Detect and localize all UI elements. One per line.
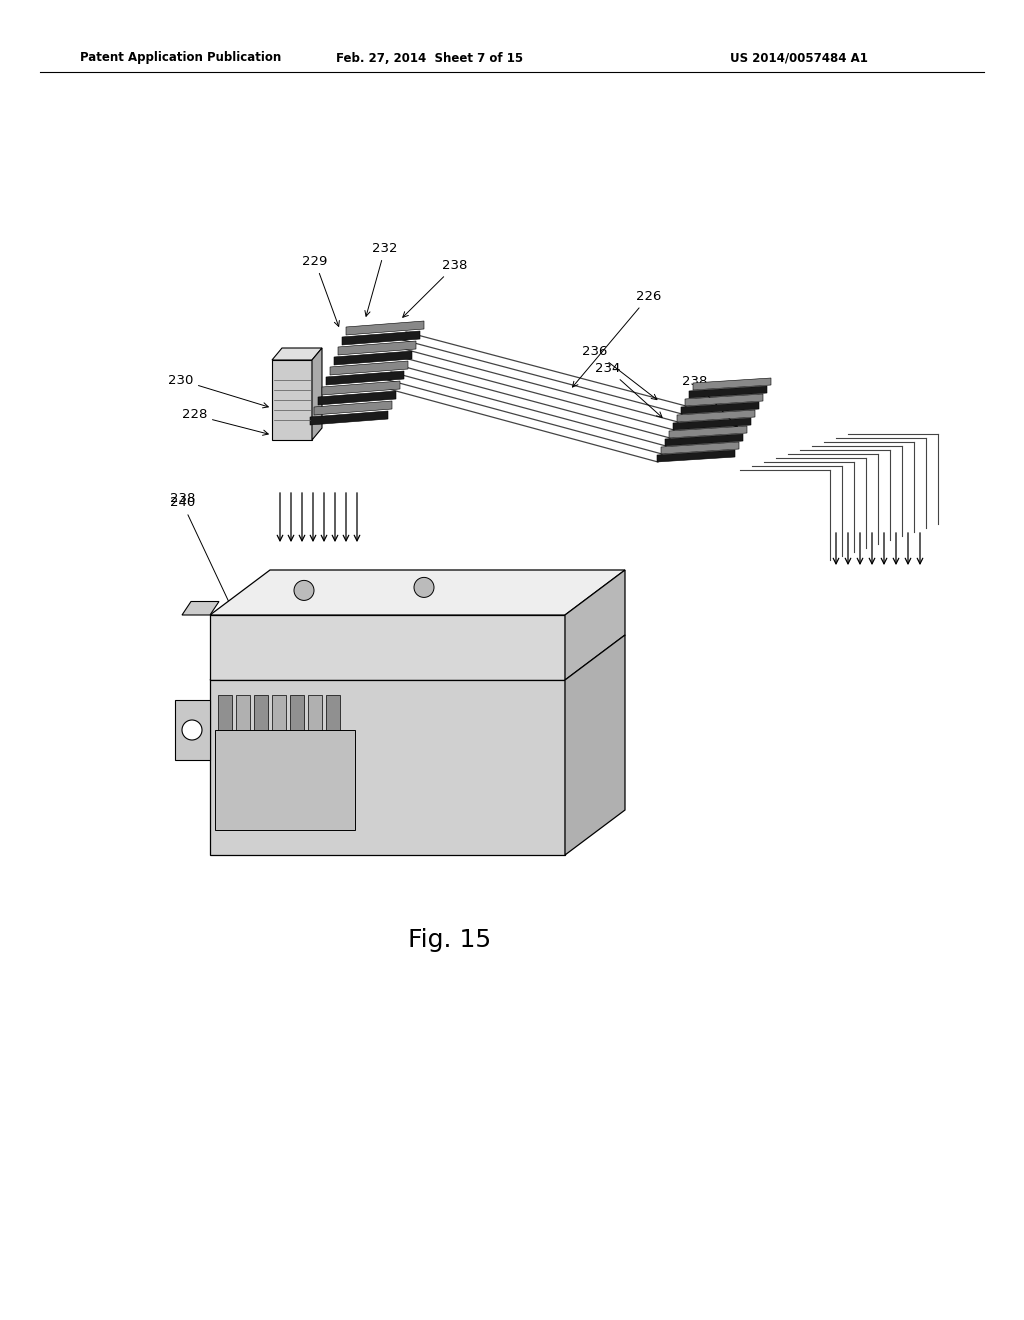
Polygon shape	[254, 696, 268, 817]
Text: 240: 240	[170, 496, 233, 611]
Text: Patent Application Publication: Patent Application Publication	[80, 51, 282, 65]
Text: 234: 234	[595, 362, 663, 417]
Polygon shape	[346, 321, 424, 335]
Polygon shape	[681, 403, 759, 414]
Text: 226: 226	[572, 290, 662, 387]
Polygon shape	[665, 434, 743, 446]
Text: 228: 228	[181, 408, 268, 436]
Polygon shape	[182, 602, 219, 615]
Text: 238: 238	[402, 259, 468, 317]
Polygon shape	[236, 696, 250, 817]
Polygon shape	[218, 696, 232, 817]
Polygon shape	[318, 391, 396, 405]
Polygon shape	[272, 348, 322, 360]
Polygon shape	[175, 700, 210, 760]
Polygon shape	[689, 385, 767, 399]
Polygon shape	[272, 360, 312, 440]
Polygon shape	[210, 635, 625, 680]
Text: Fig. 15: Fig. 15	[409, 928, 492, 952]
Polygon shape	[685, 393, 763, 407]
Polygon shape	[272, 696, 286, 817]
Polygon shape	[677, 411, 755, 422]
Text: 236: 236	[582, 345, 657, 400]
Text: US 2014/0057484 A1: US 2014/0057484 A1	[730, 51, 868, 65]
Polygon shape	[314, 401, 392, 414]
Text: 230: 230	[168, 374, 268, 408]
Polygon shape	[215, 730, 355, 830]
Polygon shape	[565, 635, 625, 855]
Polygon shape	[210, 680, 565, 855]
Text: 238: 238	[170, 491, 196, 504]
Text: 232: 232	[365, 242, 397, 317]
Text: 238: 238	[682, 375, 737, 428]
Polygon shape	[322, 381, 400, 395]
Text: Feb. 27, 2014  Sheet 7 of 15: Feb. 27, 2014 Sheet 7 of 15	[337, 51, 523, 65]
Polygon shape	[330, 360, 408, 375]
Circle shape	[294, 581, 314, 601]
Polygon shape	[312, 348, 322, 440]
Polygon shape	[310, 411, 388, 425]
Text: 240: 240	[195, 723, 237, 748]
Polygon shape	[338, 341, 416, 355]
Circle shape	[414, 577, 434, 598]
Text: 204: 204	[532, 693, 584, 756]
Polygon shape	[326, 371, 404, 385]
Text: 229: 229	[302, 255, 339, 326]
Polygon shape	[334, 351, 412, 366]
Polygon shape	[210, 615, 565, 680]
Polygon shape	[673, 418, 751, 430]
Polygon shape	[290, 696, 304, 817]
Polygon shape	[565, 570, 625, 680]
Polygon shape	[669, 426, 746, 438]
Polygon shape	[308, 696, 322, 817]
Polygon shape	[693, 378, 771, 389]
Polygon shape	[210, 570, 625, 615]
Polygon shape	[657, 450, 735, 462]
Circle shape	[182, 719, 202, 741]
Polygon shape	[326, 696, 340, 817]
Polygon shape	[662, 442, 739, 454]
Polygon shape	[342, 331, 420, 345]
